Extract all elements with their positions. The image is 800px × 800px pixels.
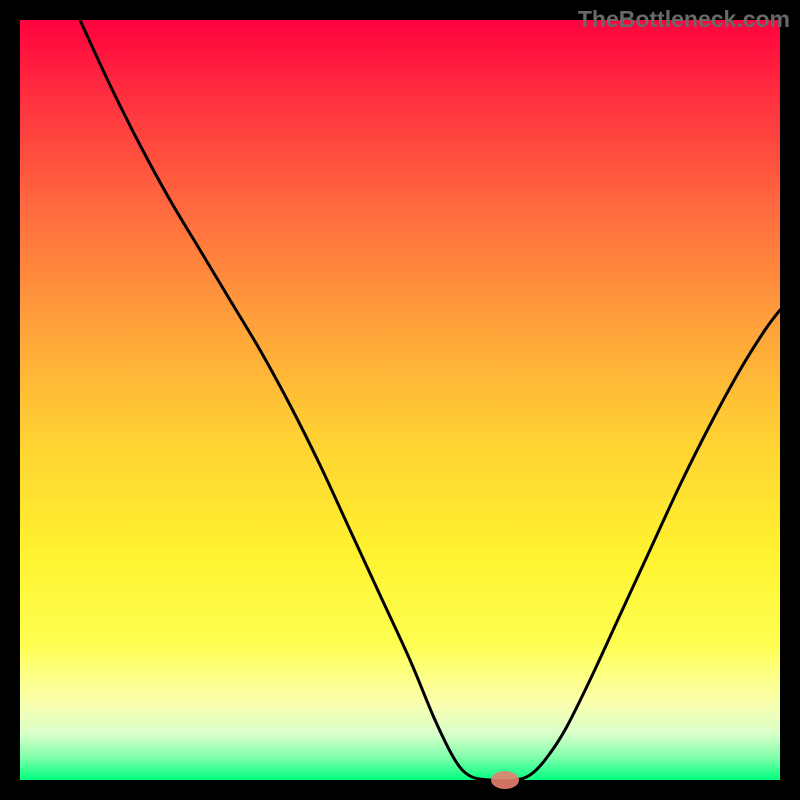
chart-svg <box>0 0 800 800</box>
optimal-point-marker <box>491 771 519 789</box>
watermark-text: TheBottleneck.com <box>578 6 790 33</box>
bottleneck-chart: TheBottleneck.com <box>0 0 800 800</box>
